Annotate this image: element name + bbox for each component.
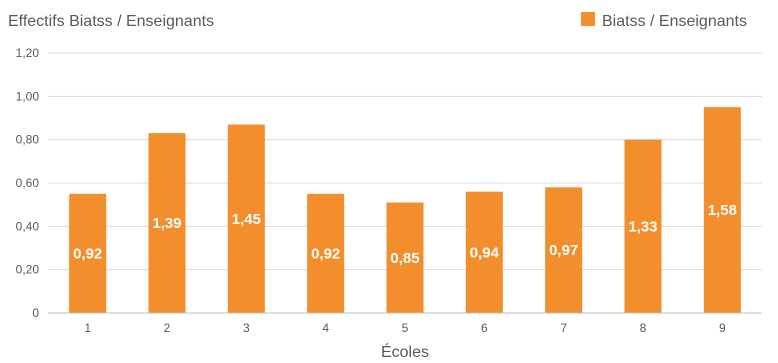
x-tick-label: 6 [481,321,488,335]
y-tick-label: 0,40 [16,219,40,233]
bar [148,133,186,313]
y-tick-label: 0,20 [16,263,40,277]
bar-data-label: 0,92 [73,245,102,262]
bar [307,193,345,313]
x-axis-ticks: 1 2 3 4 5 6 7 8 9 [84,321,726,335]
y-tick-label: 1,20 [16,46,40,60]
bar-data-label: 0,94 [470,244,500,261]
bar [545,187,583,313]
data-labels: 0,92 1,39 1,45 0,92 0,85 0,94 0,97 1,33 1,58 [73,202,737,267]
bar [624,139,662,313]
legend-label: Biatss / Enseignants [602,13,747,30]
x-tick-label: 4 [322,321,329,335]
y-tick-label: 0,60 [16,176,40,190]
x-tick-label: 9 [719,321,726,335]
x-tick-label: 1 [84,321,91,335]
bar-data-label: 0,97 [549,242,578,259]
y-tick-label: 0,80 [16,133,40,147]
bar-data-label: 0,92 [311,245,340,262]
y-axis-ticks: 0 0,20 0,40 0,60 0,80 1,00 1,20 [16,46,40,320]
chart-title: Effectifs Biatss / Enseignants [8,13,214,30]
x-tick-label: 2 [164,321,171,335]
bar-data-label: 0,85 [390,250,419,267]
x-tick-label: 3 [243,321,250,335]
x-tick-label: 7 [560,321,567,335]
bar [69,193,107,313]
legend-swatch [581,12,595,26]
legend: Biatss / Enseignants [581,12,747,30]
bar-data-label: 1,45 [232,211,261,228]
bars [69,107,741,314]
bar-data-label: 1,39 [152,215,181,232]
bar [386,202,424,313]
y-tick-label: 0 [32,306,39,320]
bar [227,124,265,313]
x-axis-label: Écoles [381,342,429,361]
bar [703,107,741,314]
bar-data-label: 1,58 [708,202,737,219]
x-tick-label: 8 [640,321,647,335]
bar-data-label: 1,33 [628,218,657,235]
bar [465,191,503,313]
x-tick-label: 5 [402,321,409,335]
y-tick-label: 1,00 [16,89,40,103]
